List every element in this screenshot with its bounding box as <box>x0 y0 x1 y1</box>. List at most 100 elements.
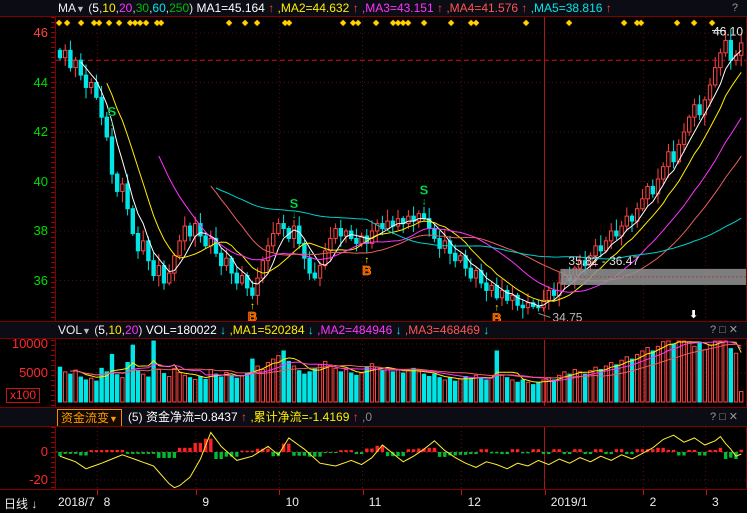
vol-indicator-selector[interactable]: VOL▼ (5,10,20) VOL=180022 ↓ ,MA1=520284 … <box>58 323 490 337</box>
event-diamond-icon[interactable]: ◆ <box>91 18 98 27</box>
date-label: 2018/7 <box>58 495 95 509</box>
date-label: 11 <box>368 495 382 509</box>
axis-tick-label: 0 <box>40 444 48 459</box>
date-label: 3 <box>712 495 719 509</box>
event-diamond-icon[interactable]: ◆ <box>64 18 71 27</box>
close-icon[interactable]: ✕ <box>728 411 741 423</box>
buy-signal-marker: B <box>248 309 257 321</box>
event-diamond-icon[interactable]: ◆ <box>116 18 123 27</box>
event-diamond-icon[interactable]: ◆ <box>523 18 530 27</box>
event-diamond-icon[interactable]: ◆ <box>254 18 261 27</box>
scroll-down-arrow[interactable]: ⬇ <box>689 309 699 321</box>
restore-icon[interactable]: □ <box>719 324 729 336</box>
event-diamond-icon[interactable]: ◆ <box>709 18 716 27</box>
event-diamond-icon[interactable]: ◆ <box>390 18 397 27</box>
event-diamond-icon[interactable]: ◆ <box>634 18 641 27</box>
axis-tick-label: 38 <box>33 223 48 238</box>
sell-arrow-icon: ↓ <box>422 197 427 208</box>
month-tick <box>544 490 546 495</box>
price-axis-ticks <box>51 17 55 321</box>
event-diamond-icon[interactable]: ◆ <box>340 18 347 27</box>
close-icon[interactable]: ✕ <box>728 324 741 336</box>
flow-axis-ticks <box>51 427 55 489</box>
resistance-band <box>560 268 747 285</box>
event-diamond-icon[interactable]: ◆ <box>373 18 380 27</box>
event-diamond-icon[interactable]: ◆ <box>448 18 455 27</box>
buy-signal-marker: B <box>492 310 501 321</box>
event-diamond-icon[interactable]: ◆ <box>132 18 139 27</box>
month-tick <box>362 490 364 495</box>
sell-arrow-icon: ↓ <box>110 118 115 129</box>
volume-header: VOL▼ (5,10,20) VOL=180022 ↓ ,MA1=520284 … <box>0 321 747 339</box>
event-diamond-icon[interactable]: ◆ <box>691 18 698 27</box>
event-diamond-icon[interactable]: ◆ <box>226 18 233 27</box>
event-diamond-icon[interactable]: ◆ <box>421 18 428 27</box>
event-diamond-icon[interactable]: ◆ <box>106 18 113 27</box>
date-label: 8 <box>103 495 111 509</box>
date-label: 2019/1 <box>550 495 588 509</box>
event-diamond-icon[interactable]: ◆ <box>468 18 475 27</box>
event-diamond-icon[interactable]: ◆ <box>405 18 412 27</box>
date-label: 2 <box>649 495 657 509</box>
buy-signal-marker: B <box>362 263 371 278</box>
sell-signal-marker: S <box>108 104 117 119</box>
event-diamond-icon[interactable]: ◆ <box>78 18 85 27</box>
sell-signal-marker: S <box>420 183 429 198</box>
ma-indicator-selector[interactable]: MA▼ (5,10,20,30,60,250) MA1=45.164 ↑ ,MA… <box>58 1 612 15</box>
volume-pane-controls[interactable]: ?□✕ <box>710 322 741 338</box>
help-icon[interactable]: ? <box>710 411 720 423</box>
event-diamond-icon[interactable]: ◆ <box>56 18 63 27</box>
event-diamond-icon[interactable]: ◆ <box>638 18 645 27</box>
flow-pane-controls[interactable]: ?□✕ <box>710 408 741 426</box>
month-tick <box>643 490 645 495</box>
resistance-band-label: 35.82 - 36.47 <box>568 254 639 268</box>
event-diamond-icon[interactable]: ◆ <box>473 18 480 27</box>
event-diamond-icon[interactable]: ◆ <box>137 18 144 27</box>
month-tick <box>97 490 99 495</box>
event-diamond-icon[interactable]: ◆ <box>621 18 628 27</box>
event-diamond-icon[interactable]: ◆ <box>566 18 573 27</box>
buy-arrow-icon: ↑ <box>494 302 499 313</box>
volume-unit-badge: x100 <box>6 388 41 403</box>
axis-tick-label: 10000 <box>11 336 48 351</box>
date-label: 10 <box>285 495 299 509</box>
month-tick <box>461 490 463 495</box>
help-icon[interactable]: ? <box>731 2 741 14</box>
down-arrow-icon: ↓ <box>31 497 38 511</box>
event-diamond-icon[interactable]: ◆ <box>400 18 407 27</box>
money-flow-values: (5) 资金净流=0.8437 ↑ ,累计净流=-1.4169 ↑ ,0 <box>127 410 373 424</box>
event-diamond-icon[interactable]: ◆ <box>158 18 165 27</box>
low-price-label: 34.75 <box>552 310 582 321</box>
main-pane-controls[interactable]: ? <box>731 0 741 16</box>
event-diamond-icon[interactable]: ◆ <box>286 18 293 27</box>
restore-icon[interactable]: □ <box>719 411 729 423</box>
axis-tick-label: 40 <box>33 173 48 189</box>
help-icon[interactable]: ? <box>710 324 720 336</box>
event-diamond-icon[interactable]: ◆ <box>127 18 134 27</box>
period-selector[interactable]: 日线 ↓ <box>4 497 38 511</box>
event-diamond-icon[interactable]: ◆ <box>355 18 362 27</box>
event-diamond-icon[interactable]: ◆ <box>143 18 150 27</box>
money-flow-chart <box>56 427 746 489</box>
event-diamond-icon[interactable]: ◆ <box>674 18 681 27</box>
main-indicator-header: MA▼ (5,10,20,30,60,250) MA1=45.164 ↑ ,MA… <box>0 0 747 17</box>
event-diamond-icon[interactable]: ◆ <box>154 18 161 27</box>
chevron-down-icon: ▼ <box>109 414 118 424</box>
left-axis-line <box>55 17 56 489</box>
month-tick <box>279 490 281 495</box>
buy-arrow-icon: ↑ <box>250 301 255 312</box>
sell-arrow-icon: ↓ <box>292 210 297 221</box>
money-flow-header: 资金流变▼ (5) 资金净流=0.8437 ↑ ,累计净流=-1.4169 ↑ … <box>0 407 747 427</box>
axis-tick-label: 36 <box>33 272 48 288</box>
date-label: 9 <box>202 495 210 509</box>
event-diamond-icon[interactable]: ◆ <box>242 18 249 27</box>
event-diamond-icon[interactable]: ◆ <box>395 18 402 27</box>
month-tick <box>705 490 707 495</box>
money-flow-selector-button[interactable]: 资金流变▼ <box>57 409 122 426</box>
event-diamond-icon[interactable]: ◆ <box>350 18 357 27</box>
event-diamond-icon[interactable]: ◆ <box>282 18 289 27</box>
date-label: 12 <box>467 495 481 509</box>
event-diamond-icon[interactable]: ◆ <box>96 18 103 27</box>
